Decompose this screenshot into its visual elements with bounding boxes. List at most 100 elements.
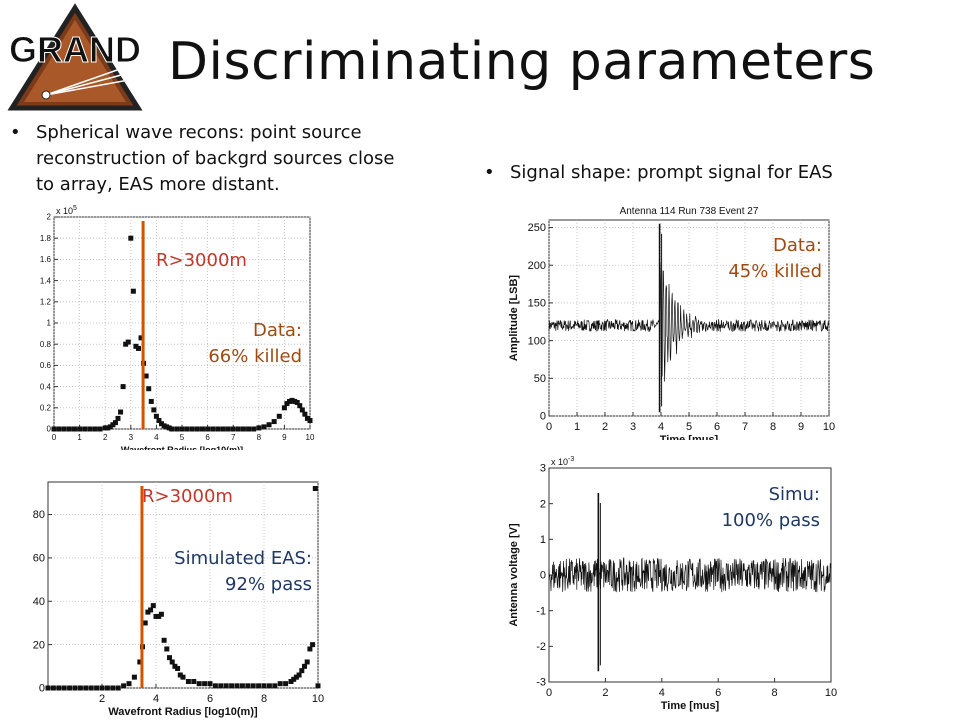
simu-label: Simu: 100% pass [700,482,820,534]
data-point [131,674,137,680]
data-point [229,683,235,689]
data-point [123,341,129,347]
x-tick-label: 0 [52,433,57,442]
data-label-right-line2: 45% killed [728,261,822,282]
x-tick-label: 2 [602,687,608,699]
y-tick-label: 150 [528,298,546,310]
data-point [272,683,278,689]
data-point [189,426,195,432]
data-point [166,425,172,431]
data-point [161,637,167,643]
data-point [71,426,77,432]
data-point [277,681,283,687]
x-axis-label: Time [mus] [660,434,719,440]
y-tick-label: -3 [536,677,546,689]
simu-label-line2: 100% pass [721,510,820,531]
data-point [146,386,152,392]
data-point [77,685,83,691]
data-point [202,681,208,687]
data-point [156,613,162,619]
x-tick-label: 6 [205,433,210,442]
page-title: Discriminating parameters [168,32,876,92]
data-point [97,426,103,432]
data-label-right: Data: 45% killed [700,233,822,285]
data-point [199,426,205,432]
x-tick-label: 0 [546,421,552,433]
x-tick-label: 8 [257,433,262,442]
chart-bottom-right-svg: 0 2 4 6 8 10 -3 -2 -1 0 1 2 3 Time [mus] Antenna volta… [508,456,837,712]
x-tick-label: 10 [306,433,315,442]
data-point [128,235,134,241]
y-tick-label: 1 [47,319,52,328]
x-tick-label: 2 [602,421,608,433]
data-point [159,421,165,427]
chart-bottom-right: 0 2 4 6 8 10 -3 -2 -1 0 1 2 3 Time [mus] Antenna volta… [505,450,840,718]
data-point [137,659,143,665]
data-point [177,672,183,678]
data-point [315,683,321,689]
x-tick-label: 4 [658,421,664,433]
x-axis-label: Time [mus] [661,700,720,712]
x-tick-label: 2 [99,693,105,705]
data-point [172,663,178,669]
data-label-right-line1: Data: [772,235,822,256]
x-tick-label: 5 [180,433,185,442]
data-point [207,681,213,687]
y-tick-label: 250 [528,222,546,234]
data-point [164,646,170,652]
data-point [151,407,157,413]
grand-logo: GRAND [0,0,150,118]
data-point [185,678,191,684]
data-point [145,609,151,615]
x-tick-label: 7 [742,421,748,433]
data-point [307,418,313,424]
cut-label-bottom: R>3000m [142,486,233,507]
data-point [220,426,226,432]
data-point [72,685,78,691]
data-point [142,620,148,626]
y-tick-label: 0 [540,570,546,582]
y-tick-label: 1.4 [40,276,52,285]
x-tick-label: 3 [129,433,134,442]
data-label-top-line1: Data: [252,320,302,341]
grand-logo-text: GRAND [9,29,141,70]
data-point [87,426,93,432]
y-tick-label: 0.2 [40,403,52,412]
y-tick-label: 20 [33,639,45,651]
data-point [266,683,272,689]
data-point [77,426,83,432]
bullet-right: • Signal shape: prompt signal for EAS [484,162,833,183]
y-tick-label: 0.6 [40,361,52,370]
data-point [261,424,267,430]
data-point [240,426,246,432]
data-point [82,426,88,432]
simu-label-line1: Simu: [768,484,820,505]
data-point [102,425,108,431]
data-point [261,683,267,689]
data-point [215,426,221,432]
data-point [92,426,98,432]
data-point [302,663,307,669]
data-point [153,413,159,419]
data-point [107,424,113,430]
data-point [246,426,252,432]
data-point [210,426,216,432]
y-tick-label: 60 [33,553,45,565]
waveform-trace [548,262,830,382]
chart-top-left: 0 1 2 3 4 5 6 7 8 9 10 0 0.2 0.4 0.6 0.8 1 1.2 1.4 1.6 1.8 2 W… [30,205,330,450]
x-tick-label: 6 [714,421,720,433]
data-point [291,676,297,682]
data-point [88,685,94,691]
data-point [289,397,295,403]
sim-label: Simulated EAS: 92% pass [160,546,312,598]
data-point [167,655,172,661]
y-tick-label: 80 [33,509,45,521]
data-point [133,343,139,349]
y-multiplier: x 10-3 [551,456,574,467]
x-tick-label: 1 [574,421,580,433]
data-point [115,685,121,691]
data-point [230,426,236,432]
data-point [94,685,100,691]
data-point [304,659,310,665]
data-point [148,607,154,613]
